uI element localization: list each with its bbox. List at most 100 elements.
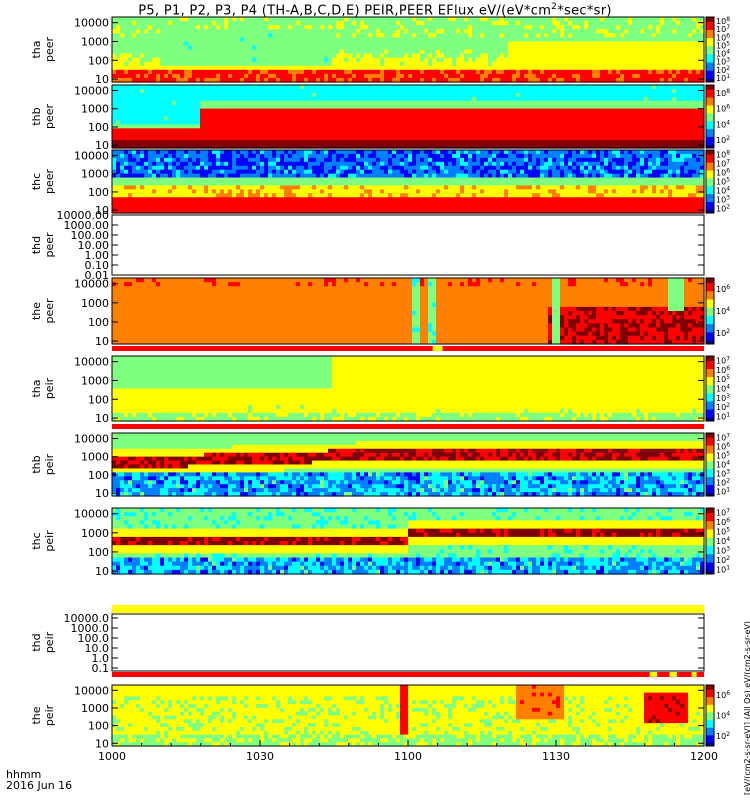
tha-peir-colorbar-cell [706, 399, 714, 403]
thb-peir-colorbar-cell [706, 433, 714, 436]
thb-peir-colorbar-cell [706, 466, 714, 469]
the-peir-colorbar-cell [706, 735, 714, 738]
tha-peer-frame [111, 16, 705, 83]
tha-peer-colorbar-cell [706, 59, 714, 62]
bar-thd-peir-segment [649, 672, 658, 677]
the-peir-ylabel-species: peir [43, 704, 56, 726]
thc-peir-colorbar-tick-exp: 1 [726, 564, 730, 571]
thb-peir-colorbar-cell [706, 483, 714, 486]
tha-peir-colorbar-tick-exp: 3 [726, 393, 730, 400]
thc-peir-colorbar-cell [706, 509, 714, 512]
tha-peer-colorbar-tick: 101 [716, 73, 730, 83]
the-peer-colorbar-cell [706, 309, 714, 312]
thc-peer-colorbar-cell [706, 153, 714, 156]
thb-peir-heatmap [112, 433, 705, 497]
the-peer-colorbar-cell [706, 317, 714, 320]
thd-peir-frame [111, 613, 705, 672]
thc-peer-colorbar-cell [706, 164, 714, 167]
tha-peir-ytick-label: 1000 [81, 374, 109, 387]
thc-peir-colorbar-tick-exp: 3 [726, 545, 730, 552]
the-peer-colorbar-tick: 106 [716, 284, 730, 294]
the-peer-colorbar-cell [706, 330, 714, 333]
thb-peer-ylabel-species: peer [43, 104, 56, 130]
thb-peer-colorbar-cell [706, 125, 714, 129]
the-peir-colorbar-cell [706, 724, 714, 727]
thb-peer-colorbar-cell [706, 92, 714, 95]
chart-title: P5, P1, P2, P3, P4 (TH-A,B,C,D,E) PEIR,P… [0, 2, 750, 18]
thc-peer-colorbar-cell [706, 186, 714, 189]
thb-peir-colorbar-cell [706, 494, 714, 497]
the-peir-colorbar-cell [706, 736, 714, 739]
thb-peir-colorbar-tick: 104 [716, 460, 730, 470]
thb-peer-colorbar-cell [706, 116, 714, 119]
the-peer-colorbar-cell [706, 334, 714, 337]
tha-peer-colorbar-cell [706, 39, 714, 42]
tha-peir-colorbar-cell [706, 411, 714, 414]
tha-peir-ytick-label: 10 [95, 412, 109, 425]
thc-peir-colorbar-cell [706, 522, 714, 525]
thb-peir-colorbar-cell [706, 475, 714, 478]
thb-peir-colorbar-tick: 107 [716, 433, 730, 443]
the-peer-colorbar-tick-exp: 2 [726, 328, 730, 335]
the-peer-ytick-label: 100 [88, 316, 109, 329]
thb-peer-colorbar-tick: 108 [716, 88, 730, 98]
tha-peer-colorbar-cell [706, 77, 714, 80]
the-peir-colorbar-cell [706, 741, 714, 744]
thc-peir-colorbar-tick-exp: 4 [726, 536, 730, 543]
thc-peer-colorbar-cell [706, 151, 714, 154]
thb-peer-colorbar-frame [705, 84, 715, 149]
the-peir-colorbar-cell [706, 703, 714, 706]
thc-peir-colorbar-cell [706, 512, 714, 516]
the-peer-colorbar-cell [706, 291, 714, 294]
tha-peir-colorbar-tick-exp: 7 [726, 356, 730, 363]
thb-peir-colorbar-tick: 102 [716, 478, 730, 488]
thc-peer-ytick-label: 100 [88, 186, 109, 199]
tha-peir-colorbar-tick: 106 [716, 365, 730, 375]
the-peer-colorbar-cell [706, 297, 714, 300]
tha-peir-colorbar-tick: 104 [716, 384, 730, 394]
x-axis-label-hhmm: hhmm [6, 768, 42, 781]
tha-peer-ylabel-species: peer [43, 37, 56, 63]
thc-peer-colorbar-cell [706, 190, 714, 194]
tha-peer-colorbar-frame [705, 16, 715, 83]
thc-peir-colorbar-cell [706, 521, 714, 524]
thc-peir-ytick-label: 10000 [74, 508, 109, 521]
thc-peer-colorbar-cell [706, 211, 714, 214]
thb-peer-colorbar-cell [706, 94, 714, 97]
the-peir-colorbar-cell [706, 713, 714, 716]
thc-peir-ytick-label: 1000 [81, 527, 109, 540]
thb-peir-colorbar-tick: 106 [716, 442, 730, 452]
tha-peer-colorbar-cell [706, 56, 714, 59]
the-peer-ylabel-probe: the [30, 302, 43, 320]
thd-peir-ytick-label: 100.0 [78, 632, 110, 645]
thc-peer-colorbar-cell [706, 150, 714, 153]
tha-peir-colorbar-tick-exp: 6 [726, 365, 730, 372]
thb-peer-ylabel-probe: thb [30, 107, 43, 125]
thb-peer-colorbar-cell [706, 102, 714, 105]
thb-peir-colorbar-cell [706, 492, 714, 495]
tha-peir-colorbar-cell [706, 395, 714, 398]
tha-peer-colorbar-cell [706, 65, 714, 68]
thb-peer-colorbar-cell [706, 141, 714, 144]
tha-peer-colorbar-cell [706, 69, 714, 72]
tha-peir-colorbar-cell [706, 359, 714, 362]
thc-peir-colorbar-cell [706, 572, 714, 575]
thb-peer-ytick-label: 10 [95, 139, 109, 152]
the-peer-colorbar-cell [706, 337, 714, 340]
thc-peer-colorbar-tick-exp: 2 [726, 204, 730, 211]
the-peir-colorbar-cell [706, 686, 714, 689]
thc-peer-colorbar-frame [705, 149, 715, 214]
thc-peer-colorbar-tick: 106 [716, 168, 730, 178]
the-peir-colorbar-cell [706, 706, 714, 709]
thc-peir-colorbar-tick: 101 [716, 564, 730, 574]
the-peer-heatmap [112, 278, 705, 345]
thb-peir-colorbar-tick: 101 [716, 487, 730, 497]
thb-peir-colorbar-cell [706, 444, 714, 447]
tha-peer-colorbar-tick-exp: 7 [726, 24, 730, 31]
thb-peer-colorbar-tick: 106 [716, 104, 730, 114]
tha-peir-colorbar-cell [706, 356, 714, 359]
thb-peir-colorbar-tick-exp: 6 [726, 442, 730, 449]
the-peer-colorbar-cell [706, 332, 714, 335]
the-peer-colorbar-cell [706, 339, 714, 342]
tha-peer-colorbar-cell [706, 25, 714, 28]
